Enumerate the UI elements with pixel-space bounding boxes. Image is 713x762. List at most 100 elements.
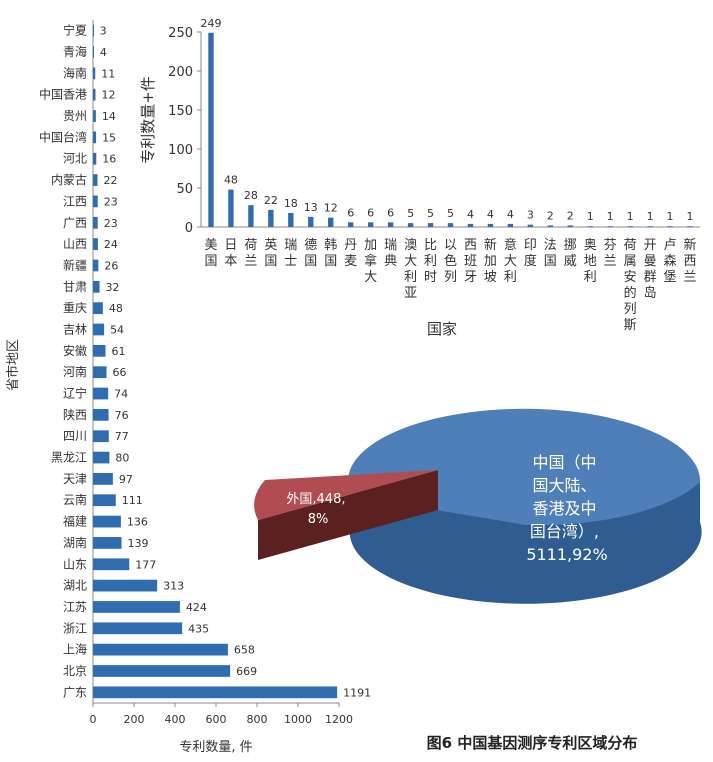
province-bar	[93, 46, 94, 58]
country-category-label: 美国	[204, 238, 217, 269]
country-value-label: 249	[200, 17, 221, 30]
country-bar	[288, 212, 294, 227]
country-category-label: 芬兰	[604, 238, 617, 269]
country-category-label: 以色列	[444, 238, 457, 285]
province-value-label: 26	[104, 259, 118, 272]
province-x-tick-label: 0	[90, 713, 97, 726]
province-bar	[93, 280, 100, 293]
province-category-label: 青海	[63, 44, 87, 59]
country-category-label: 澳大利亚	[404, 237, 417, 301]
province-category-label: 四川	[63, 429, 87, 443]
province-value-label: 32	[106, 281, 120, 294]
country-category-label: 新西兰	[684, 237, 697, 285]
country-bar	[567, 225, 573, 227]
province-bar	[93, 323, 105, 336]
province-category-label: 江西	[63, 194, 87, 208]
province-bar	[93, 216, 98, 229]
province-bar	[93, 494, 116, 507]
province-category-label: 陕西	[63, 407, 87, 422]
province-value-label: 24	[104, 238, 118, 251]
province-value-label: 66	[113, 366, 127, 379]
country-value-label: 6	[347, 206, 354, 219]
province-bar	[93, 302, 103, 315]
province-value-label: 11	[101, 67, 115, 80]
province-bar	[93, 174, 98, 186]
country-bar	[248, 205, 254, 227]
province-category-label: 贵州	[63, 109, 87, 123]
country-category-label: 日本	[224, 238, 237, 269]
province-category-label: 广西	[63, 216, 87, 230]
country-y-tick-label: 250	[168, 26, 193, 41]
province-category-label: 天津	[63, 472, 87, 486]
country-value-label: 2	[567, 209, 574, 222]
province-x-tick-label: 1200	[325, 713, 353, 726]
country-category-label: 英国	[264, 238, 277, 269]
country-y-tick-label: 0	[185, 221, 193, 236]
province-category-label: 福建	[63, 514, 87, 529]
province-bar	[93, 366, 107, 379]
province-category-label: 湖北	[63, 578, 87, 593]
country-bar	[547, 225, 553, 227]
country-category-label: 瑞士	[284, 238, 297, 269]
country-bar	[467, 223, 474, 227]
province-category-label: 山西	[63, 237, 87, 251]
country-bar	[667, 226, 673, 228]
country-value-label: 1	[607, 210, 614, 223]
country-bar	[367, 222, 374, 227]
country-x-axis-title: 国家	[427, 320, 457, 338]
country-bar	[268, 209, 274, 227]
province-bar	[93, 451, 110, 464]
country-category-label: 加拿大	[364, 238, 377, 285]
country-category-label: 西班牙	[464, 238, 477, 285]
pie-slice-foreign	[254, 470, 438, 520]
province-value-label: 23	[104, 195, 118, 208]
country-value-label: 12	[324, 202, 338, 215]
country-bar	[647, 226, 653, 228]
country-bar	[208, 32, 214, 227]
province-category-label: 吉林	[63, 322, 87, 336]
province-category-label: 宁夏	[63, 23, 87, 38]
province-category-label: 安徽	[63, 343, 87, 358]
province-value-label: 1191	[343, 686, 371, 699]
province-bar	[93, 622, 183, 635]
province-bar	[93, 665, 231, 677]
province-bar	[93, 67, 96, 80]
province-bar	[93, 131, 97, 144]
province-value-label: 3	[100, 25, 107, 38]
province-category-label: 黑龙江	[51, 451, 87, 465]
province-value-label: 23	[104, 217, 118, 230]
country-category-label: 法国	[544, 238, 557, 269]
country-value-label: 1	[647, 210, 654, 223]
province-category-label: 重庆	[63, 301, 87, 315]
country-value-label: 2	[547, 209, 554, 222]
province-bar	[93, 238, 98, 250]
country-value-label: 48	[224, 174, 238, 187]
province-value-label: 435	[188, 622, 209, 635]
province-category-label: 甘肃	[63, 280, 87, 294]
province-category-label: 上海	[63, 642, 87, 657]
province-category-label: 河北	[63, 152, 87, 166]
country-value-label: 4	[467, 208, 474, 221]
country-category-label: 瑞典	[384, 238, 397, 269]
country-value-label: 22	[264, 194, 278, 207]
province-bar	[93, 195, 98, 208]
pie-slice-foreign-side	[258, 470, 438, 560]
province-value-label: 177	[135, 558, 156, 571]
country-category-label: 印度	[524, 238, 537, 269]
province-category-label: 广东	[63, 685, 87, 699]
province-bar	[93, 387, 109, 400]
country-category-label: 新加坡	[484, 237, 497, 285]
province-category-label: 河南	[63, 364, 87, 379]
country-value-label: 18	[284, 197, 298, 210]
country-bar	[527, 224, 534, 227]
province-x-tick-label: 800	[247, 713, 268, 726]
province-x-tick-label: 400	[165, 713, 186, 726]
province-category-label: 中国台湾	[39, 129, 87, 144]
country-value-label: 1	[687, 210, 694, 223]
province-value-label: 313	[163, 580, 184, 593]
province-category-label: 山东	[63, 557, 87, 571]
province-value-label: 424	[186, 601, 207, 614]
country-bar	[687, 226, 693, 228]
country-value-label: 1	[627, 210, 634, 223]
pie-label-china: 中国（中 国大陆、 香港及中 国台湾）, 5111,92%	[526, 453, 607, 564]
